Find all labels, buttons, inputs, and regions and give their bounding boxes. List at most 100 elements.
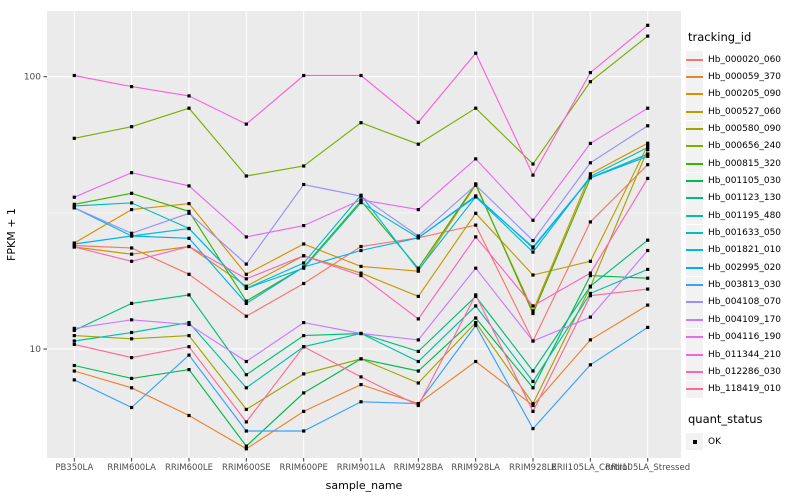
data-point [130,259,134,263]
data-point [416,266,420,270]
data-point [416,403,420,408]
data-point [474,304,478,308]
data-point [474,321,478,325]
data-point [646,143,650,147]
legend-key [686,293,703,311]
data-point [187,345,191,349]
data-point [531,369,535,373]
data-point [588,338,592,342]
legend-item-label: Hb_011344_210 [708,349,782,360]
data-point [359,274,363,278]
legend-item-label: Hb_004109_170 [708,314,782,325]
data-point [130,231,134,235]
data-point [72,334,76,338]
data-point [646,276,650,280]
data-point [244,444,248,448]
data-point [187,202,191,206]
legend-line-swatch [686,76,703,79]
data-point [244,314,248,318]
data-points [72,23,650,451]
data-point [474,359,478,364]
legend-line-swatch [686,353,703,356]
x-axis-title: sample_name [326,479,403,492]
legend-key [686,311,703,329]
legend-title-tracking-id: tracking_id [688,30,752,44]
data-point [187,236,191,240]
data-point [474,323,478,328]
legend-key [686,241,703,259]
data-point [416,381,420,385]
data-point [187,293,191,297]
data-point [359,121,363,125]
data-point [646,106,650,110]
quant-ok-key [686,433,703,451]
data-point [130,246,134,250]
data-point [588,274,592,278]
data-point [416,338,420,342]
legend-key [686,155,703,173]
legend-line-swatch [686,162,703,165]
legend-line-swatch [686,318,703,321]
legend: tracking_id Hb_000020_060 Hb_000059_370 Hb… [686,30,800,451]
legend-item-label: Hb_012286_030 [708,366,782,377]
legend-key [686,51,703,69]
x-tick-label: RRIM901LA [337,463,386,473]
legend-key [686,103,703,121]
legend-key [686,346,703,364]
data-point [588,315,592,319]
data-point [531,386,535,390]
data-point [474,223,478,227]
data-point [531,246,535,250]
data-point [187,226,191,231]
data-point [359,331,363,336]
data-point [474,293,478,297]
legend-line-swatch [686,249,703,252]
legend-item-label: Hb_001633_050 [708,228,782,239]
legend-line-swatch [686,197,703,200]
legend-line-swatch [686,284,703,287]
data-point [244,284,248,288]
data-point [359,383,363,387]
data-point [72,342,76,346]
data-point [244,373,248,377]
data-point [646,154,650,158]
data-point [531,173,535,177]
legend-item-Hb_004116_190: Hb_004116_190 [686,328,800,346]
data-point [130,330,134,335]
data-point [130,85,134,89]
legend-item-label: Hb_001105_030 [708,176,782,187]
data-point [531,339,535,343]
data-point [302,372,306,376]
data-point [359,375,363,379]
data-point [244,235,248,239]
data-point [588,291,592,295]
data-point [646,287,650,291]
data-point [531,379,535,384]
data-point [244,420,248,424]
data-point [72,206,76,210]
legend-line-swatch [686,58,703,61]
data-point [72,369,76,373]
legend-key [686,328,703,346]
x-tick-label: RRIM928LA [451,463,500,473]
data-point [302,334,306,338]
data-point [416,369,420,373]
legend-line-swatch [686,266,703,269]
data-point [187,209,191,213]
data-point [588,271,592,275]
legend-item-label: Hb_000580_090 [708,124,782,135]
data-point [302,409,306,413]
legend-item-label: Hb_004108_070 [708,297,782,308]
legend-title-quant-status: quant_status [688,411,763,426]
data-point [130,337,134,341]
data-point [416,142,420,146]
legend-item-label: Hb_000059_370 [708,72,782,83]
data-point [72,328,76,332]
legend-line-swatch [686,370,703,373]
data-point [531,309,535,313]
legend-key [686,137,703,155]
legend-item-Hb_000580_090: Hb_000580_090 [686,120,800,138]
legend-line-swatch [686,214,703,217]
data-point [646,23,650,27]
